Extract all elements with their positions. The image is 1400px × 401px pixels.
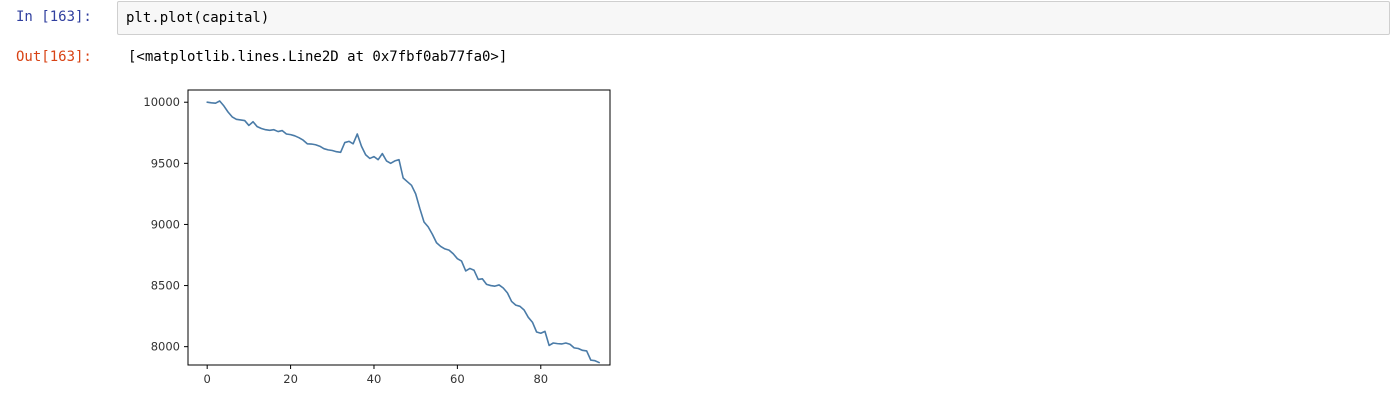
y-tick-label: 9500: [151, 156, 180, 170]
x-axis: 0 20 40 60 80: [204, 365, 548, 386]
x-tick-label: 60: [450, 372, 465, 386]
y-tick-label: 10000: [143, 95, 180, 109]
code-line[interactable]: plt.plot(capital): [126, 10, 270, 26]
output-prompt: Out[163]:: [16, 49, 92, 65]
y-axis: 8000 8500 9000 9500 10000: [143, 95, 188, 354]
x-tick-label: 20: [283, 372, 298, 386]
code-input-cell[interactable]: plt.plot(capital): [117, 1, 1390, 35]
plot-area-frame: [187, 89, 611, 366]
y-tick-label: 9000: [151, 217, 180, 231]
line-plot: 8000 8500 9000 9500 10000 0 20 40 60 80: [143, 89, 611, 386]
x-tick-label: 40: [367, 372, 382, 386]
y-tick-label: 8000: [151, 340, 180, 354]
x-tick-label: 0: [204, 372, 211, 386]
input-prompt: In [163]:: [16, 9, 92, 25]
series-line: [206, 100, 600, 364]
x-tick-label: 80: [533, 372, 548, 386]
output-text: [<matplotlib.lines.Line2D at 0x7fbf0ab77…: [128, 49, 508, 65]
y-tick-label: 8500: [151, 279, 180, 293]
